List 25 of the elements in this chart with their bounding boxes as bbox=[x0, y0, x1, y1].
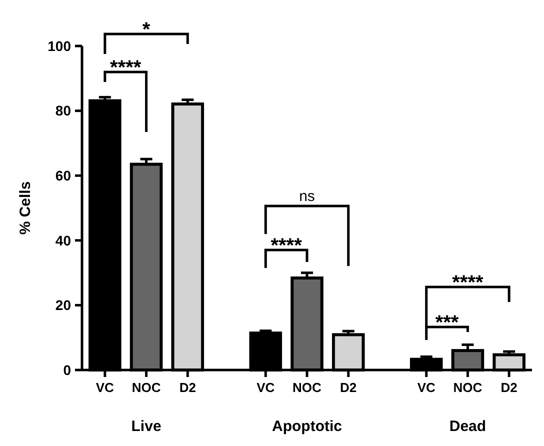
y-axis-title: % Cells bbox=[17, 181, 34, 235]
y-tick-label: 0 bbox=[63, 362, 72, 378]
y-tick-label: 100 bbox=[48, 38, 72, 54]
text: D2 bbox=[500, 380, 518, 395]
legend-label: D2 bbox=[179, 380, 196, 395]
text: NOC bbox=[453, 380, 482, 395]
text: NOC bbox=[292, 380, 322, 395]
x-tick-label: Live bbox=[131, 418, 162, 435]
annotation: ns bbox=[299, 188, 315, 205]
annotation: *** bbox=[435, 312, 459, 334]
annotation: **** bbox=[110, 57, 142, 79]
text: D2 bbox=[340, 380, 357, 395]
x-tick-label: Apoptotic bbox=[272, 418, 342, 435]
legend-label: VC bbox=[96, 380, 115, 395]
y-tick-label: 60 bbox=[55, 168, 72, 184]
annotation: **** bbox=[452, 272, 484, 294]
text: VC bbox=[256, 380, 275, 395]
annotation: **** bbox=[270, 235, 302, 257]
text: * bbox=[142, 19, 150, 41]
y-tick-label: 40 bbox=[55, 232, 72, 248]
y-tick-label: 80 bbox=[55, 102, 72, 119]
legend-label: NOC bbox=[132, 380, 162, 395]
x-tick-label: Dead bbox=[449, 418, 486, 435]
text: VC bbox=[417, 380, 436, 395]
y-tick-label: 20 bbox=[55, 297, 72, 314]
